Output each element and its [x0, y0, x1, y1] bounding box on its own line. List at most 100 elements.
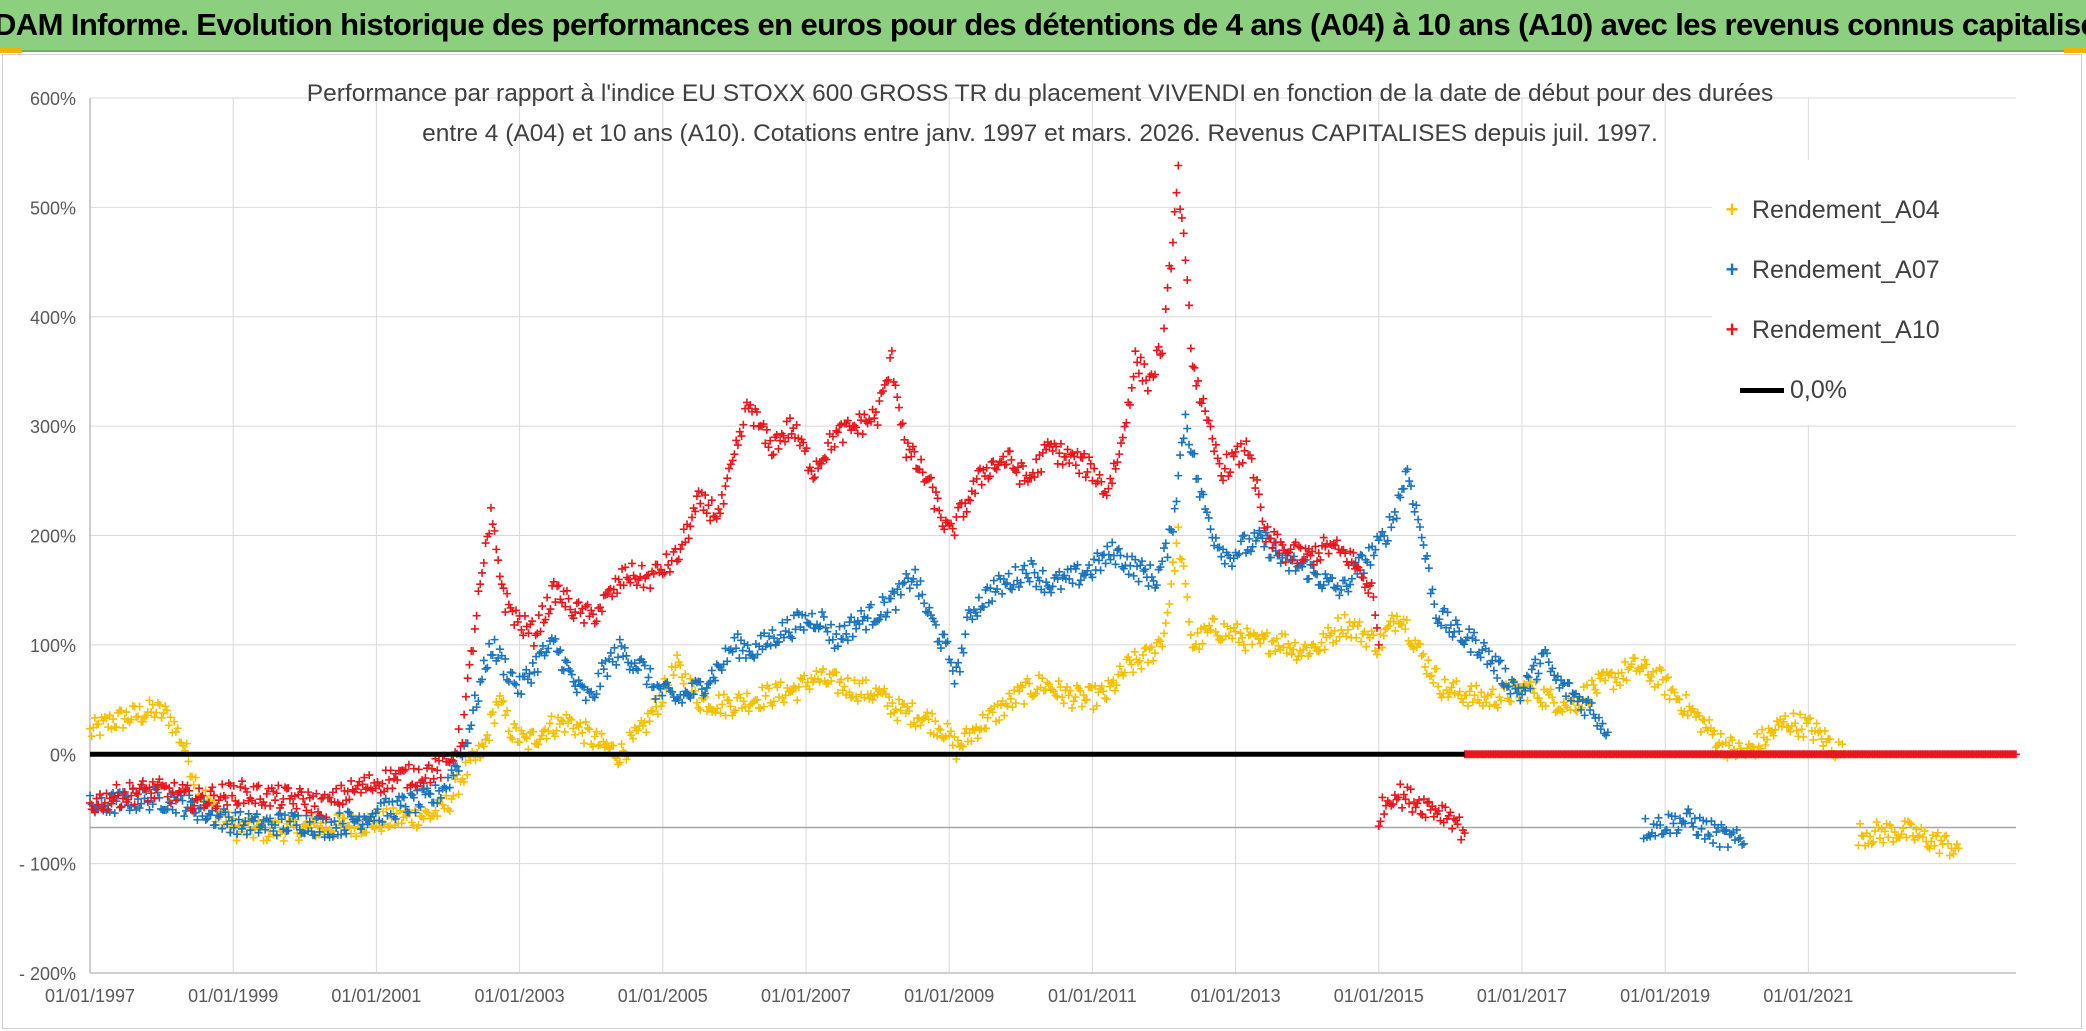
data-point [902, 569, 911, 578]
data-point [1448, 824, 1457, 833]
data-point [581, 696, 590, 705]
data-point [399, 793, 408, 802]
data-point [1324, 549, 1333, 558]
x-tick-label: 01/01/1997 [45, 986, 135, 1006]
data-point [1134, 658, 1143, 667]
data-point [1136, 353, 1145, 362]
data-point [1136, 561, 1145, 570]
data-point [673, 557, 682, 566]
data-point [801, 611, 810, 620]
data-point [1144, 582, 1153, 591]
data-point [572, 599, 581, 608]
data-point [1096, 566, 1105, 575]
data-point [1684, 805, 1693, 814]
data-point [1536, 659, 1545, 668]
data-point [1371, 545, 1380, 554]
data-point [895, 403, 904, 412]
data-point [779, 431, 788, 440]
data-point [1235, 460, 1244, 469]
data-point [786, 632, 795, 641]
data-point [799, 625, 808, 634]
data-point [512, 680, 521, 689]
data-point [571, 730, 580, 739]
data-point [885, 693, 894, 702]
data-point [1129, 571, 1138, 580]
data-point [580, 739, 589, 748]
data-point [1240, 446, 1249, 455]
data-point [488, 651, 497, 660]
data-point [907, 452, 916, 461]
data-point [971, 608, 980, 617]
data-point [1694, 831, 1703, 840]
data-point [1177, 213, 1186, 222]
data-point [333, 810, 342, 819]
x-tick-label: 01/01/2015 [1334, 986, 1424, 1006]
data-point [474, 587, 483, 596]
chart-title-line2: entre 4 (A04) et 10 ans (A10). Cotations… [422, 120, 1658, 147]
data-point [1106, 555, 1115, 564]
data-point [541, 615, 550, 624]
data-point [1231, 627, 1240, 636]
data-point [261, 825, 270, 834]
data-point [660, 568, 669, 577]
data-point [1142, 376, 1151, 385]
data-point [292, 804, 301, 813]
data-point [1927, 837, 1936, 846]
data-point [1274, 641, 1283, 650]
data-point [730, 450, 739, 459]
data-point [1052, 442, 1061, 451]
data-point [557, 716, 566, 725]
data-point [495, 645, 504, 654]
data-point [716, 709, 725, 718]
data-point [557, 598, 566, 607]
data-point [564, 594, 573, 603]
data-point [707, 666, 716, 675]
data-point [1476, 653, 1485, 662]
data-point [1137, 664, 1146, 673]
data-point [1090, 555, 1099, 564]
data-point [732, 644, 741, 653]
data-point [221, 808, 230, 817]
data-point [1358, 551, 1367, 560]
data-point [904, 707, 913, 716]
data-point [809, 474, 818, 483]
data-point [1032, 582, 1041, 591]
data-point [1384, 622, 1393, 631]
data-point [1131, 555, 1140, 564]
data-point [627, 731, 636, 740]
data-point [1085, 453, 1094, 462]
data-point [725, 464, 734, 473]
data-point [1544, 658, 1553, 667]
data-point [226, 828, 235, 837]
data-point [581, 602, 590, 611]
data-point [1356, 550, 1365, 559]
data-point [1134, 577, 1143, 586]
data-point [900, 578, 909, 587]
data-point [1032, 455, 1041, 464]
data-point [302, 806, 311, 815]
data-point [1011, 699, 1020, 708]
data-point [1413, 799, 1422, 808]
x-tick-label: 01/01/2019 [1620, 986, 1710, 1006]
data-point [1248, 640, 1257, 649]
data-point [565, 714, 574, 723]
data-point [1273, 530, 1282, 539]
data-point [409, 793, 418, 802]
data-point [252, 782, 261, 791]
data-point [112, 780, 121, 789]
data-point [982, 724, 991, 733]
y-tick-label: 100% [30, 636, 76, 656]
data-point [384, 822, 393, 831]
data-point [818, 608, 827, 617]
data-point [1217, 552, 1226, 561]
data-point [262, 789, 271, 798]
data-point [478, 568, 487, 577]
data-point [786, 414, 795, 423]
data-point [474, 697, 483, 706]
data-point [1374, 822, 1383, 831]
data-point [1116, 551, 1125, 560]
data-point [571, 608, 580, 617]
data-point [974, 593, 983, 602]
data-point [1558, 707, 1567, 716]
data-point [840, 682, 849, 691]
